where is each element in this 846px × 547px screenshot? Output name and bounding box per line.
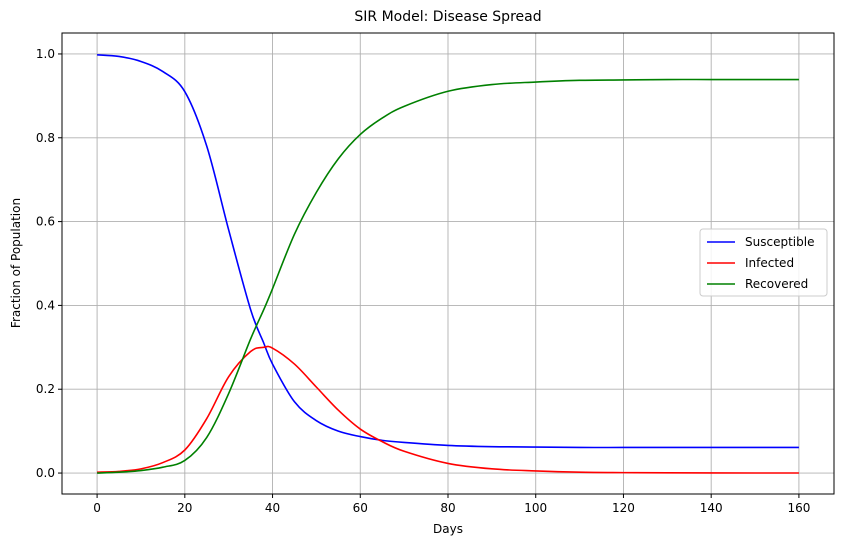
legend: Susceptible Infected Recovered bbox=[699, 228, 828, 297]
series-line-susceptible bbox=[97, 53, 799, 449]
legend-entry-susceptible: Susceptible bbox=[745, 235, 814, 249]
x-tick-label: 100 bbox=[524, 501, 547, 515]
legend-entry-infected: Infected bbox=[745, 256, 794, 270]
y-tick-label: 0.6 bbox=[36, 215, 55, 229]
legend-entry-recovered: Recovered bbox=[745, 277, 808, 291]
series-lines bbox=[97, 53, 799, 474]
y-tick-label: 1.0 bbox=[36, 47, 55, 61]
y-axis-label: Fraction of Population bbox=[9, 198, 23, 328]
y-tick-label: 0.0 bbox=[36, 466, 55, 480]
x-tick-label: 120 bbox=[612, 501, 635, 515]
x-tick-label: 0 bbox=[93, 501, 101, 515]
x-axis-label: Days bbox=[433, 522, 463, 536]
legend-box bbox=[699, 228, 828, 297]
x-tick-label: 40 bbox=[265, 501, 280, 515]
x-tick-label: 80 bbox=[440, 501, 455, 515]
y-axis-ticks: 0.0 0.2 0.4 0.6 0.8 1.0 bbox=[36, 47, 62, 480]
series-line-infected bbox=[97, 345, 799, 474]
series-line-recovered bbox=[97, 78, 799, 474]
chart-title: SIR Model: Disease Spread bbox=[354, 9, 541, 25]
x-tick-label: 140 bbox=[700, 501, 723, 515]
x-tick-label: 20 bbox=[177, 501, 192, 515]
x-tick-label: 60 bbox=[353, 501, 368, 515]
y-tick-label: 0.4 bbox=[36, 298, 55, 312]
x-tick-label: 160 bbox=[787, 501, 810, 515]
y-tick-label: 0.2 bbox=[36, 382, 55, 396]
x-axis-ticks: 0 20 40 60 80 100 120 140 160 bbox=[93, 494, 810, 515]
y-tick-label: 0.8 bbox=[36, 131, 55, 145]
